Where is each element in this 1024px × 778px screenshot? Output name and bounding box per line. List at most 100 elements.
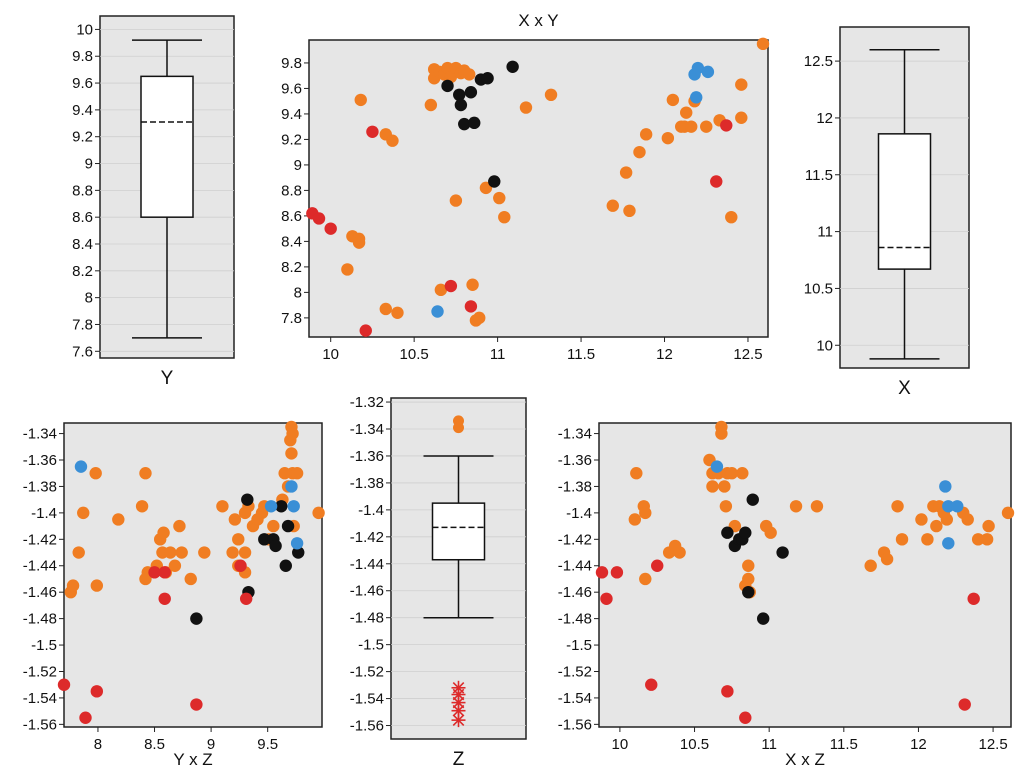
data-point: [72, 546, 85, 559]
data-point: [488, 175, 501, 188]
blue-series: [74, 460, 304, 550]
black-series: [441, 60, 519, 188]
y-tick-label: -1.36: [23, 452, 57, 469]
panel-frame: [598, 422, 1012, 728]
data-point: [228, 513, 242, 526]
red-series: [595, 559, 980, 724]
data-point: [735, 111, 748, 124]
y-tick-label: 10.5: [804, 280, 833, 297]
data-point: [312, 506, 325, 520]
data-point: [739, 711, 752, 724]
x-tick-label: 11: [490, 346, 506, 363]
y-tick-label: -1.5: [566, 637, 592, 654]
data-point: [366, 125, 379, 138]
y-tick-label: -1.42: [23, 531, 57, 548]
data-point: [444, 279, 458, 293]
data-point: [746, 493, 759, 506]
data-point: [958, 698, 971, 711]
y-tick-label: 8: [294, 284, 302, 301]
data-point: [610, 566, 624, 579]
data-point: [341, 263, 354, 276]
data-point: [139, 467, 152, 480]
data-point: [685, 120, 698, 133]
data-point: [921, 533, 934, 546]
data-point: [90, 685, 104, 698]
data-point: [633, 145, 646, 159]
data-point: [354, 93, 367, 107]
data-point: [112, 513, 125, 526]
y-tick-label: 9.4: [72, 102, 93, 119]
y-tick-label: 9: [294, 157, 302, 174]
data-point: [238, 546, 252, 559]
data-point: [473, 311, 486, 325]
x-tick-label: 10: [322, 346, 339, 363]
data-point: [506, 60, 519, 73]
data-point: [971, 533, 985, 546]
data-point: [198, 546, 211, 559]
data-point: [980, 533, 994, 546]
data-point: [464, 300, 478, 313]
data-point: [66, 579, 80, 592]
data-point: [57, 678, 71, 691]
data-point: [942, 500, 955, 513]
data-point: [241, 493, 254, 506]
x-by-z-scatter-panel: -1.34 -1.36 -1.38 -1.4 -1.42 -1.44 -1.46 -1.48 -…: [558, 420, 1015, 769]
data-point: [757, 612, 770, 625]
y-tick-label: 9.8: [281, 55, 302, 72]
data-point: [742, 585, 755, 599]
y-tick-label: 8.6: [72, 209, 93, 226]
data-point: [290, 467, 304, 480]
data-point: [286, 427, 299, 440]
data-point: [700, 120, 713, 133]
data-point: [158, 566, 171, 579]
data-point: [135, 500, 149, 513]
data-point: [281, 519, 295, 533]
data-point: [79, 711, 92, 724]
y-tick-label: 9.6: [281, 80, 302, 97]
y-tick-label: -1.56: [23, 716, 57, 733]
y-tick-label: -1.44: [558, 558, 592, 575]
data-point: [719, 500, 733, 513]
data-point: [1001, 506, 1015, 520]
y-tick-label: -1.44: [350, 556, 384, 573]
panel-title: X x Y: [518, 11, 558, 30]
x-tick-label: 10.5: [680, 736, 709, 753]
panel-label: X: [898, 378, 911, 399]
y-tick-label: -1.5: [358, 637, 384, 654]
data-point: [168, 559, 182, 572]
outlier-star-low: [451, 713, 466, 728]
data-point: [680, 106, 693, 119]
data-point: [630, 467, 643, 480]
data-point: [673, 546, 686, 559]
data-point: [287, 500, 300, 513]
data-point: [961, 513, 974, 526]
data-point: [710, 460, 724, 473]
y-tick-label: 7.6: [72, 343, 93, 360]
y-tick-label: 8: [85, 290, 93, 307]
y-tick-label: -1.36: [558, 452, 592, 469]
x-tick-label: 8: [94, 736, 102, 753]
data-point: [453, 88, 466, 102]
data-point: [951, 500, 964, 513]
data-point: [279, 559, 292, 572]
panel-label: Y: [161, 368, 174, 389]
y-tick-label: -1.38: [558, 478, 592, 495]
red-series: [57, 559, 253, 724]
y-tick-label: 7.8: [72, 316, 93, 333]
data-point: [942, 537, 955, 550]
y-tick-label: 11: [817, 224, 833, 241]
data-point: [690, 91, 703, 104]
y-tick-label: 7.8: [281, 310, 302, 327]
x-boxplot-panel: 10 10.5 11 11.5 12 12.5 X: [804, 26, 970, 399]
y-tick-label: -1.42: [350, 529, 384, 546]
y-tick-label: 12: [816, 110, 833, 127]
data-point: [721, 526, 734, 539]
data-point: [391, 306, 404, 319]
data-point: [776, 546, 789, 559]
y-by-z-scatter-panel: -1.34 -1.36 -1.38 -1.4 -1.42 -1.44 -1.46 -1.48 -…: [23, 420, 325, 769]
y-tick-label: 9.2: [72, 129, 93, 146]
y-tick-label: -1.4: [566, 505, 592, 522]
data-point: [466, 278, 479, 291]
data-point: [967, 592, 980, 605]
panel-label: Y x Z: [173, 750, 212, 769]
